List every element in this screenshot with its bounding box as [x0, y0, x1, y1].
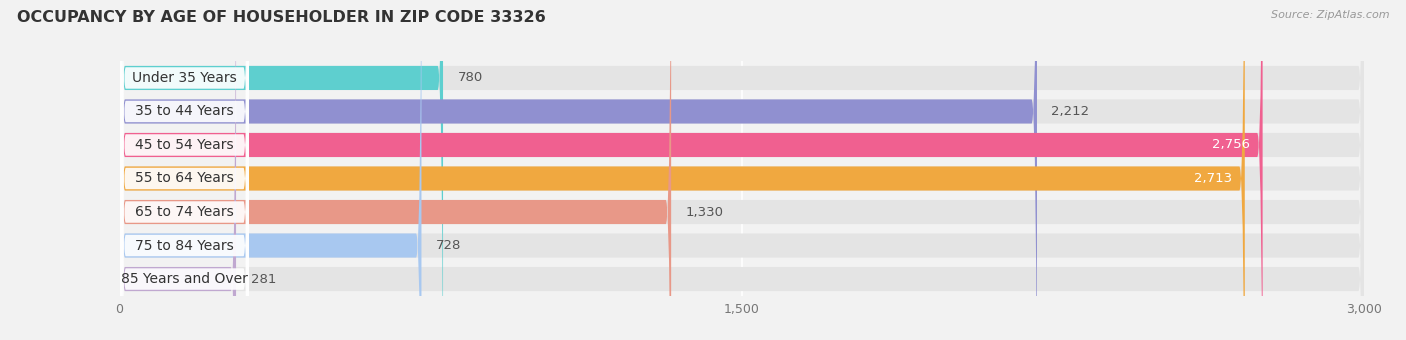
- FancyBboxPatch shape: [120, 0, 1244, 340]
- FancyBboxPatch shape: [120, 0, 1263, 340]
- Text: 65 to 74 Years: 65 to 74 Years: [135, 205, 233, 219]
- FancyBboxPatch shape: [120, 0, 1038, 340]
- FancyBboxPatch shape: [121, 0, 249, 340]
- Text: 55 to 64 Years: 55 to 64 Years: [135, 171, 233, 186]
- Text: 75 to 84 Years: 75 to 84 Years: [135, 239, 233, 253]
- Text: 35 to 44 Years: 35 to 44 Years: [135, 104, 233, 118]
- Text: 85 Years and Over: 85 Years and Over: [121, 272, 247, 286]
- FancyBboxPatch shape: [120, 0, 1364, 340]
- FancyBboxPatch shape: [120, 0, 443, 340]
- FancyBboxPatch shape: [120, 0, 422, 340]
- Text: 2,713: 2,713: [1194, 172, 1232, 185]
- FancyBboxPatch shape: [120, 0, 1364, 340]
- Text: 780: 780: [457, 71, 482, 84]
- Text: OCCUPANCY BY AGE OF HOUSEHOLDER IN ZIP CODE 33326: OCCUPANCY BY AGE OF HOUSEHOLDER IN ZIP C…: [17, 10, 546, 25]
- Text: 281: 281: [250, 273, 276, 286]
- Text: 2,212: 2,212: [1052, 105, 1090, 118]
- FancyBboxPatch shape: [121, 0, 249, 340]
- FancyBboxPatch shape: [121, 0, 249, 340]
- FancyBboxPatch shape: [120, 0, 1364, 340]
- Text: 728: 728: [436, 239, 461, 252]
- FancyBboxPatch shape: [120, 0, 1364, 340]
- Text: Under 35 Years: Under 35 Years: [132, 71, 238, 85]
- FancyBboxPatch shape: [120, 0, 1364, 340]
- FancyBboxPatch shape: [120, 0, 1364, 340]
- FancyBboxPatch shape: [121, 0, 249, 340]
- FancyBboxPatch shape: [121, 0, 249, 340]
- FancyBboxPatch shape: [120, 0, 671, 340]
- Text: Source: ZipAtlas.com: Source: ZipAtlas.com: [1271, 10, 1389, 20]
- Text: 45 to 54 Years: 45 to 54 Years: [135, 138, 233, 152]
- FancyBboxPatch shape: [121, 0, 249, 340]
- Text: 1,330: 1,330: [686, 205, 724, 219]
- FancyBboxPatch shape: [120, 0, 1364, 340]
- FancyBboxPatch shape: [121, 0, 249, 340]
- FancyBboxPatch shape: [120, 0, 236, 340]
- Text: 2,756: 2,756: [1212, 138, 1250, 152]
